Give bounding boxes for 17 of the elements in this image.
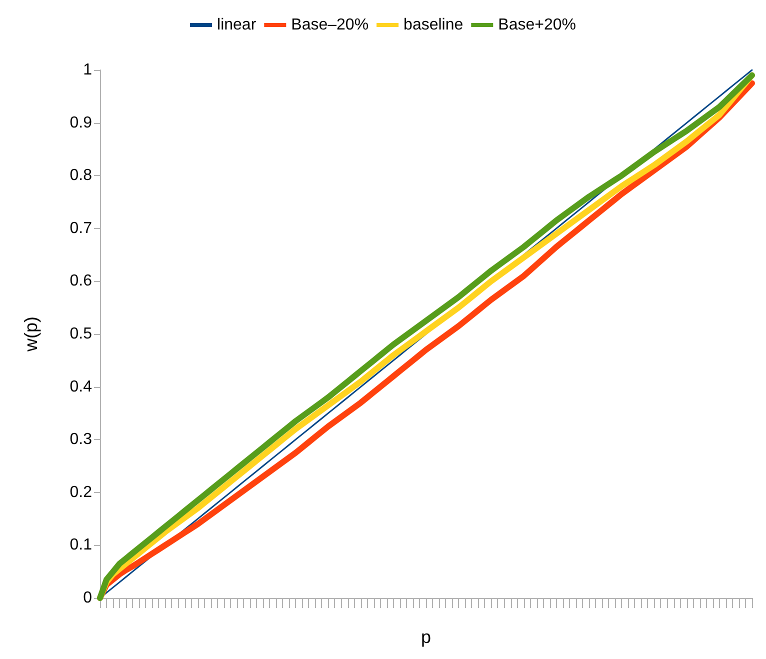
y-tick-label: 0	[83, 590, 92, 606]
y-tick-label: 0.1	[70, 536, 92, 554]
legend-label: baseline	[404, 16, 464, 34]
y-tick-label: 0.8	[70, 167, 92, 184]
y-tick-label: 0.9	[70, 114, 92, 132]
y-axis-title: w(p)	[21, 316, 41, 352]
y-tick-label: 0.3	[70, 431, 92, 448]
y-tick-label: 0.4	[70, 378, 92, 396]
y-tick-label: 0.2	[70, 484, 92, 501]
y-tick-label: 1	[83, 62, 92, 78]
legend-label: linear	[217, 16, 257, 34]
legend-label: Base+20%	[498, 16, 576, 34]
y-tick-label: 0.5	[70, 326, 92, 342]
legend-label: Base–20%	[291, 16, 369, 34]
y-tick-label: 0.6	[70, 272, 92, 290]
y-tick-label: 0.7	[70, 220, 92, 237]
x-axis-title: p	[420, 627, 432, 647]
